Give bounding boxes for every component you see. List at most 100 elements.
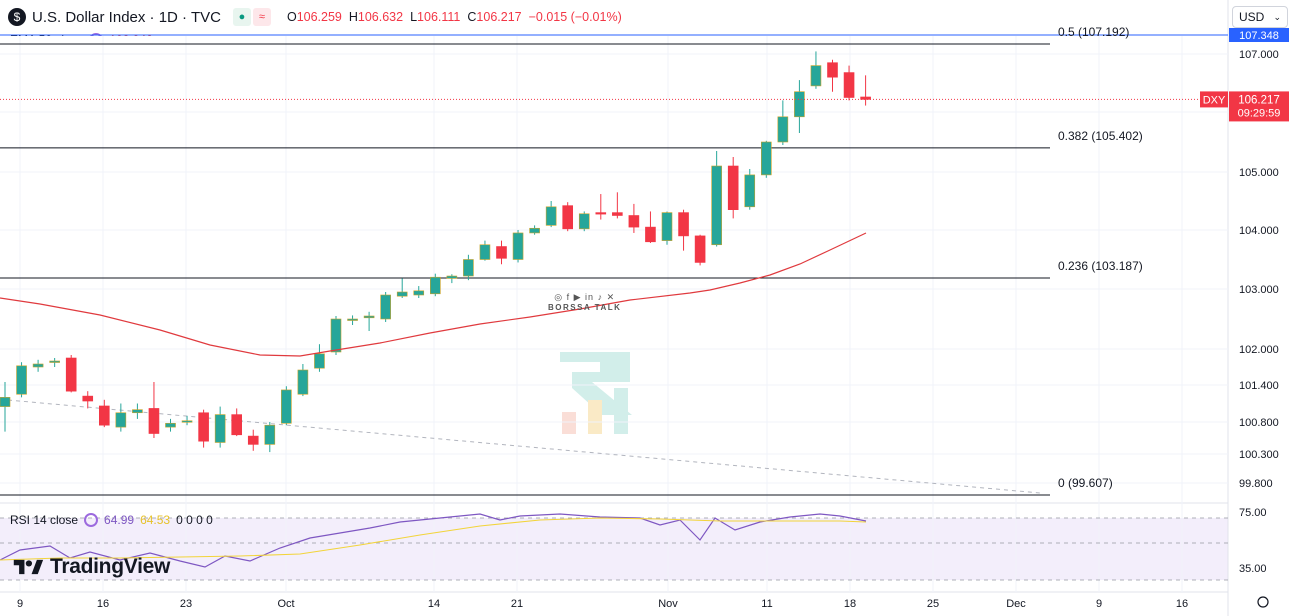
change-value: −0.015 (−0.01%) — [528, 10, 622, 24]
candle-body[interactable] — [165, 422, 176, 428]
candle-body[interactable] — [297, 369, 309, 395]
candle-body[interactable] — [214, 414, 226, 443]
x-tick-label: Oct — [277, 598, 294, 610]
candle-body[interactable] — [545, 206, 557, 226]
fib-level-label: 0.382 (105.402) — [1058, 129, 1143, 143]
candle-body[interactable] — [0, 397, 11, 407]
open-value: 106.259 — [296, 10, 342, 24]
candle-body[interactable] — [32, 363, 44, 368]
candle-body[interactable] — [347, 318, 358, 321]
top-price-tag-label: 107.348 — [1239, 30, 1279, 42]
candle-body[interactable] — [860, 96, 871, 100]
borssa-talk-watermark — [560, 352, 632, 434]
y-tick-label: 105.000 — [1239, 167, 1279, 179]
currency-select[interactable]: USD ⌄ — [1232, 6, 1288, 28]
tradingview-icon — [13, 559, 44, 575]
candle-body[interactable] — [314, 353, 325, 369]
delayed-data-icon[interactable]: ≈ — [252, 8, 271, 26]
candle-body[interactable] — [181, 420, 193, 423]
fib-level-label: 0.236 (103.187) — [1058, 259, 1143, 273]
candle-body[interactable] — [446, 275, 458, 279]
candle-body[interactable] — [463, 259, 474, 277]
candle-body[interactable] — [529, 227, 540, 234]
candle-body[interactable] — [148, 408, 160, 434]
y-tick-label: 99.800 — [1239, 478, 1273, 490]
low-value: 106.111 — [417, 10, 461, 24]
fib-level-label: 0.5 (107.192) — [1058, 25, 1129, 39]
candle-body[interactable] — [99, 405, 110, 426]
tradingview-logo[interactable]: TradingView — [12, 555, 170, 579]
candle-body[interactable] — [760, 141, 772, 176]
candle-body[interactable] — [562, 205, 574, 230]
settings-gear-icon[interactable] — [1257, 596, 1269, 608]
symbol-title[interactable]: U.S. Dollar Index · 1D · TVC — [32, 8, 221, 26]
x-tick-label: Dec — [1006, 598, 1026, 610]
open-label: O — [286, 10, 297, 24]
candle-body[interactable] — [578, 213, 590, 230]
candle-body[interactable] — [777, 116, 789, 143]
top-price-tag — [1229, 28, 1289, 42]
candle-body[interactable] — [49, 360, 60, 363]
candle-body[interactable] — [810, 65, 822, 87]
candle-body[interactable] — [512, 232, 524, 260]
x-tick-label: 21 — [511, 598, 523, 610]
countdown-label: 09:29:59 — [1238, 107, 1281, 119]
x-tick-label: 14 — [428, 598, 440, 610]
candle-body[interactable] — [595, 212, 607, 215]
dollar-icon: $ — [8, 8, 26, 26]
rsi-ma-line — [0, 517, 867, 561]
x-tick-label: 9 — [1096, 598, 1102, 610]
candle-body[interactable] — [794, 91, 805, 118]
high-value: 106.632 — [357, 10, 404, 24]
tradingview-label: TradingView — [50, 555, 171, 578]
y-tick-label: 101.400 — [1239, 380, 1279, 392]
candle-body[interactable] — [132, 409, 143, 414]
candle-body[interactable] — [711, 165, 722, 246]
candle-body[interactable] — [231, 414, 242, 436]
candle-body[interactable] — [694, 235, 706, 263]
low-label: L — [410, 10, 418, 24]
candle-body[interactable] — [247, 435, 259, 445]
symbol-tag-label: DXY — [1203, 94, 1226, 106]
rsi-ma-value: 64.53 — [140, 513, 171, 527]
candle-body[interactable] — [645, 226, 656, 243]
candle-body[interactable] — [65, 357, 77, 392]
candle-body[interactable] — [479, 244, 491, 260]
x-tick-label: Nov — [658, 598, 678, 610]
x-tick-label: 18 — [844, 598, 856, 610]
candle-body[interactable] — [380, 294, 391, 320]
candle-body[interactable] — [612, 212, 623, 216]
candle-body[interactable] — [82, 395, 94, 402]
candle-body[interactable] — [429, 276, 441, 295]
chart-header: $ U.S. Dollar Index · 1D · TVC ● ≈ O106.… — [8, 6, 622, 28]
candle-body[interactable] — [661, 212, 673, 241]
rsi-indicator-icon[interactable] — [84, 513, 99, 527]
rsi-legend[interactable]: RSI 14 close 64.99 64.53 0 0 0 0 — [10, 513, 213, 527]
candle-body[interactable] — [678, 212, 689, 237]
candle-body[interactable] — [496, 246, 507, 259]
candle-body[interactable] — [727, 165, 739, 211]
x-tick-label: 9 — [17, 598, 23, 610]
market-open-icon[interactable]: ● — [232, 8, 251, 26]
y-tick-label: 100.300 — [1239, 449, 1279, 461]
candle-body[interactable] — [628, 215, 640, 228]
candle-body[interactable] — [413, 290, 425, 296]
candle-body[interactable] — [16, 365, 27, 395]
y-tick-label: 107.000 — [1239, 49, 1279, 61]
symbol-tag — [1200, 91, 1228, 108]
candle-body[interactable] — [363, 315, 375, 319]
candle-body[interactable] — [115, 412, 127, 428]
candle-body[interactable] — [264, 424, 276, 445]
candle-body[interactable] — [744, 174, 756, 208]
watermark-text: ◎ f ▶ in ♪ ✕ BORSSA TALK — [548, 292, 621, 312]
y-tick-label: 102.000 — [1239, 344, 1279, 356]
social-icons: ◎ f ▶ in ♪ ✕ — [554, 292, 616, 302]
candle-body[interactable] — [827, 62, 838, 78]
candle-body[interactable] — [843, 72, 855, 98]
candle-body[interactable] — [281, 389, 292, 424]
candle-body[interactable] — [396, 291, 408, 297]
candle-body[interactable] — [198, 412, 209, 442]
candle-body[interactable] — [330, 318, 342, 353]
rsi-label: RSI 14 close — [10, 513, 79, 527]
